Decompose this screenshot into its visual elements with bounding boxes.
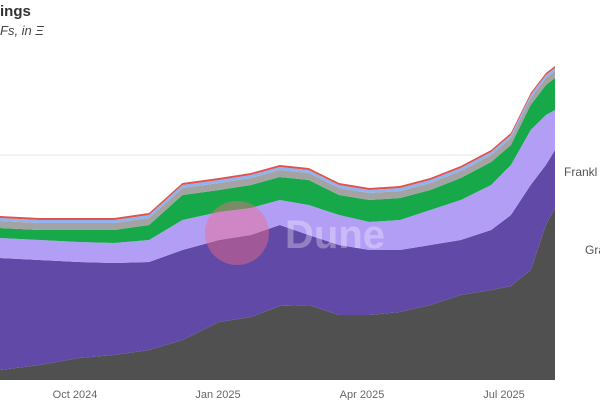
- legend-label-frankl: Frankl: [564, 165, 597, 179]
- area-series-3: [0, 110, 555, 263]
- watermark-logo-icon: [205, 201, 269, 265]
- chart-title: ings: [0, 3, 31, 20]
- area-series-2: [0, 150, 555, 370]
- chart-subtitle: Fs, in Ξ: [0, 23, 44, 38]
- legend-label-gra: Gra: [585, 243, 600, 257]
- area-series-6: [0, 68, 555, 223]
- x-tick-label: Jan 2025: [195, 389, 240, 400]
- x-tick-label: Apr 2025: [340, 389, 385, 400]
- area-series-1: [0, 208, 555, 380]
- area-series-4: [0, 78, 555, 243]
- watermark: Dune: [285, 213, 385, 257]
- area-series-5: [0, 71, 555, 230]
- x-tick-label: Oct 2024: [53, 389, 98, 400]
- x-tick-label: Jul 2025: [483, 389, 525, 400]
